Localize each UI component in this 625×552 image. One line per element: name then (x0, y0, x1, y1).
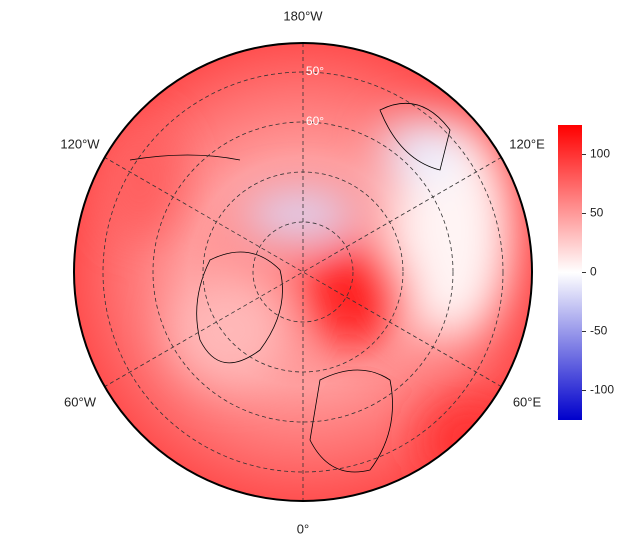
lon-label: 120°W (60, 136, 100, 151)
colorbar-tick-label: 0 (590, 265, 597, 279)
coastline (129, 103, 451, 473)
graticule (102, 43, 504, 501)
lon-label: 0° (297, 521, 309, 536)
colorbar-tick-label: 50 (590, 206, 604, 220)
lat-label: 50° (306, 64, 324, 78)
colorbar-tick-label: 100 (590, 147, 610, 161)
colorbar (558, 125, 582, 420)
lon-label: 60°E (513, 394, 542, 409)
lon-label: 180°W (283, 8, 323, 23)
lat-label: 60° (306, 114, 324, 128)
data-field (74, 43, 532, 501)
lon-label: 120°E (509, 136, 545, 151)
colorbar-tick-label: -50 (590, 324, 608, 338)
colorbar-tick-label: -100 (590, 383, 614, 397)
lon-label: 60°W (64, 394, 97, 409)
map-border (73, 42, 533, 502)
